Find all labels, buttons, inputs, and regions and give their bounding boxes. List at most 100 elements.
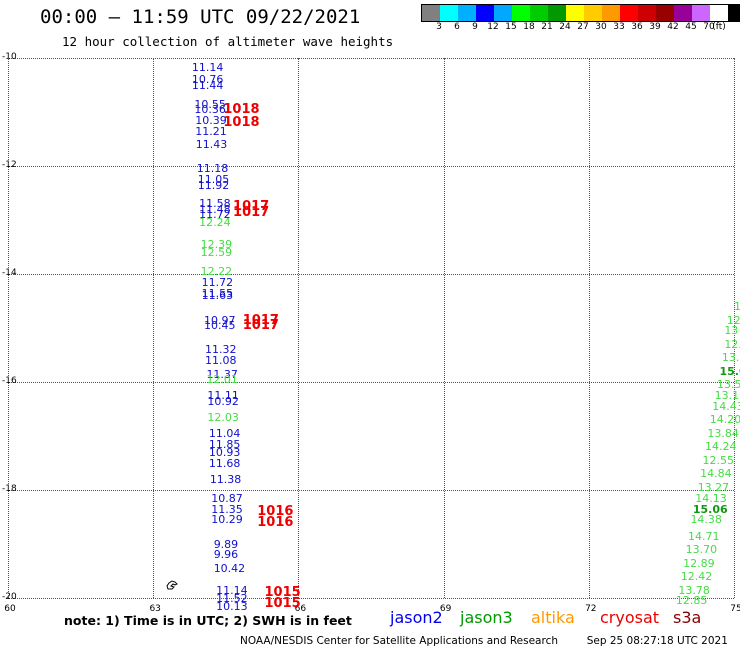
latitude-label: -14 [2, 268, 17, 278]
pressure-label: 1018 [223, 115, 260, 131]
latitude-label: -18 [2, 484, 17, 494]
legend-label: 36 [631, 22, 643, 32]
longitude-gridline [8, 58, 9, 598]
wave-height-label: 11.35 [211, 502, 243, 516]
wave-height-label: 11.43 [195, 138, 228, 151]
wave-height-label: 9.96 [213, 548, 239, 562]
longitude-gridline [443, 58, 445, 598]
wave-height-label: 9.89 [213, 537, 239, 551]
map-title: 00:00 – 11:59 UTC 09/22/2021 [40, 6, 361, 28]
legend-swatch [422, 5, 440, 21]
wave-height-label: 10.87 [211, 491, 243, 505]
wave-height-label: 10.55 [194, 97, 226, 111]
wave-height-label: 11.08 [204, 354, 237, 367]
latitude-label: -10 [2, 52, 17, 62]
wave-height-label: 10.93 [208, 445, 241, 459]
pressure-label: 1016 [257, 504, 294, 520]
legend-label: 39 [649, 22, 661, 32]
wave-height-label: 13.84 [707, 426, 739, 440]
legend-label: 33 [613, 22, 625, 32]
legend-label: 70 [703, 22, 715, 32]
legend-label: 42 [667, 22, 679, 32]
wave-height-label: 10.39 [195, 113, 227, 127]
wave-height-label: 12. [724, 337, 740, 351]
credit-text: NOAA/NESDIS Center for Satellite Applica… [240, 635, 558, 647]
legend-label: 15 [505, 22, 517, 32]
wave-height-label: 11.52 [216, 591, 248, 605]
legend-swatch [566, 5, 584, 21]
wave-height-label: 14.20 [709, 413, 740, 427]
pressure-label: 1016 [257, 515, 294, 530]
latitude-label: -12 [2, 160, 17, 170]
legend-swatch [548, 5, 566, 21]
wave-height-label: 10.45 [204, 318, 236, 332]
wave-height-label: 12.03 [207, 410, 239, 424]
wave-height-label: 11.58 [199, 197, 231, 211]
wave-height-label: 13 [724, 324, 739, 338]
pressure-label: 1017 [233, 204, 270, 220]
satellite-name-cryosat: cryosat [600, 608, 660, 627]
legend-label: 18 [523, 22, 535, 32]
legend-label: 9 [472, 22, 478, 32]
legend-swatch [728, 5, 740, 21]
legend-swatch [512, 5, 530, 21]
legend-label: 24 [559, 22, 571, 32]
legend-swatch [440, 5, 458, 21]
legend-swatch [638, 5, 656, 21]
pressure-label: 1018 [223, 101, 260, 117]
wave-height-label: 15.06 [692, 502, 728, 516]
longitude-gridline [734, 58, 735, 598]
wave-height-label: 10.76 [191, 73, 224, 87]
wave-height-label: 14.24 [704, 440, 737, 454]
wave-height-label: 11.37 [206, 367, 238, 381]
wave-height-label: 11.38 [209, 472, 242, 486]
wave-height-label: 14.43 [712, 399, 740, 413]
pressure-label: 1017 [242, 312, 279, 328]
pressure-label: 1015 [264, 585, 301, 601]
longitude-gridline [588, 58, 590, 598]
wave-height-label: 14.13 [695, 491, 727, 505]
legend-label: 6 [454, 22, 460, 32]
legend-label: 21 [541, 22, 553, 32]
legend-label: 12 [487, 22, 499, 32]
wave-height-label: 12.22 [200, 264, 233, 278]
wave-height-label: 10.97 [204, 313, 236, 327]
wave-height-label: 11.72 [199, 208, 231, 222]
legend-swatch [584, 5, 602, 21]
legend-swatch [602, 5, 620, 21]
legend-swatch [692, 5, 710, 21]
wave-height-label: 13.5 [717, 378, 740, 392]
legend-swatch [494, 5, 512, 21]
latitude-gridline [8, 58, 734, 59]
wave-height-label: 11.92 [197, 178, 230, 192]
wave-height-label: 10.13 [216, 599, 248, 613]
latitude-label: -20 [2, 592, 17, 602]
wave-height-label: 12.59 [200, 246, 233, 259]
wave-height-label: 12.85 [675, 594, 708, 608]
longitude-label: 69 [439, 604, 452, 614]
legend-swatch [530, 5, 548, 21]
wave-height-label: 11.48 [199, 202, 231, 216]
wave-height-label: 12.24 [199, 216, 231, 230]
wave-height-label: 10.92 [207, 394, 239, 408]
pressure-label: 1017 [242, 317, 279, 333]
wave-height-label: 1 [734, 300, 740, 313]
latitude-gridline [8, 274, 734, 275]
wave-height-label: 12 [726, 313, 740, 327]
wave-height-label: 13. [721, 351, 740, 365]
wave-height-label: 11.55 [201, 286, 234, 300]
wave-height-label: 12.89 [683, 556, 715, 570]
legend-label: 30 [595, 22, 607, 32]
wave-height-label: 11.44 [191, 78, 224, 92]
pressure-label: 1015 [264, 596, 301, 611]
wave-height-label: 13.27 [697, 480, 730, 494]
wave-height-label: 11.11 [207, 389, 239, 403]
legend-swatch [458, 5, 476, 21]
longitude-label: 72 [585, 604, 597, 614]
timestamp-text: Sep 25 08:27:18 UTC 2021 [586, 635, 728, 647]
color-scale-legend [421, 4, 740, 22]
wave-height-label: 11.32 [204, 343, 237, 357]
footer-credit: NOAA/NESDIS Center for Satellite Applica… [240, 635, 728, 647]
longitude-gridline [153, 58, 155, 598]
